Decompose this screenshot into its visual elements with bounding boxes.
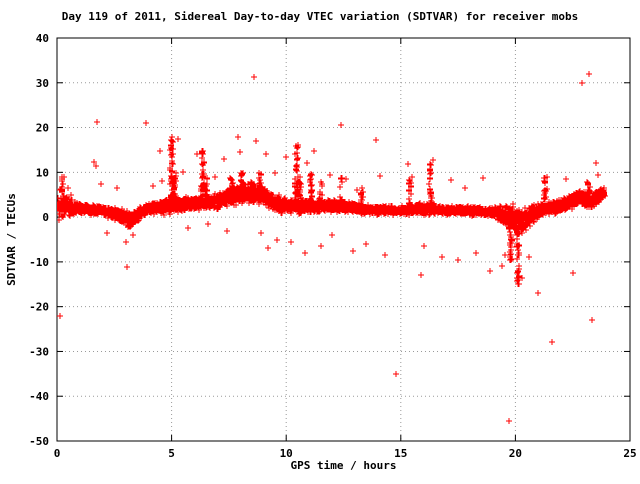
x-tick-label: 5 bbox=[168, 447, 175, 460]
chart-title: Day 119 of 2011, Sidereal Day-to-day VTE… bbox=[61, 10, 579, 23]
y-tick-label: 10 bbox=[36, 166, 49, 179]
y-tick-label: 40 bbox=[36, 32, 49, 45]
tick-labels: 0 5 10 15 20 25 -50 -40 -30 -20 -10 0 10 20 30 40 bbox=[29, 32, 637, 460]
x-tick-label: 0 bbox=[54, 447, 61, 460]
y-tick-label: -50 bbox=[29, 435, 49, 448]
x-tick-label: 15 bbox=[394, 447, 407, 460]
y-tick-label: 0 bbox=[42, 211, 49, 224]
grid-lines bbox=[57, 38, 630, 441]
x-tick-label: 10 bbox=[280, 447, 293, 460]
y-tick-label: 30 bbox=[36, 77, 49, 90]
y-tick-label: 20 bbox=[36, 122, 49, 135]
y-tick-label: -10 bbox=[29, 256, 49, 269]
y-tick-label: -40 bbox=[29, 390, 49, 403]
x-tick-label: 25 bbox=[623, 447, 636, 460]
x-axis-label: GPS time / hours bbox=[291, 459, 397, 472]
x-tick-label: 20 bbox=[509, 447, 522, 460]
y-axis-label: SDTVAR / TECUs bbox=[5, 193, 18, 286]
scatter-markers bbox=[57, 71, 608, 424]
y-tick-label: -20 bbox=[29, 301, 49, 314]
plot-border bbox=[56, 37, 631, 442]
tick-marks bbox=[56, 37, 631, 442]
y-tick-label: -30 bbox=[29, 345, 49, 358]
